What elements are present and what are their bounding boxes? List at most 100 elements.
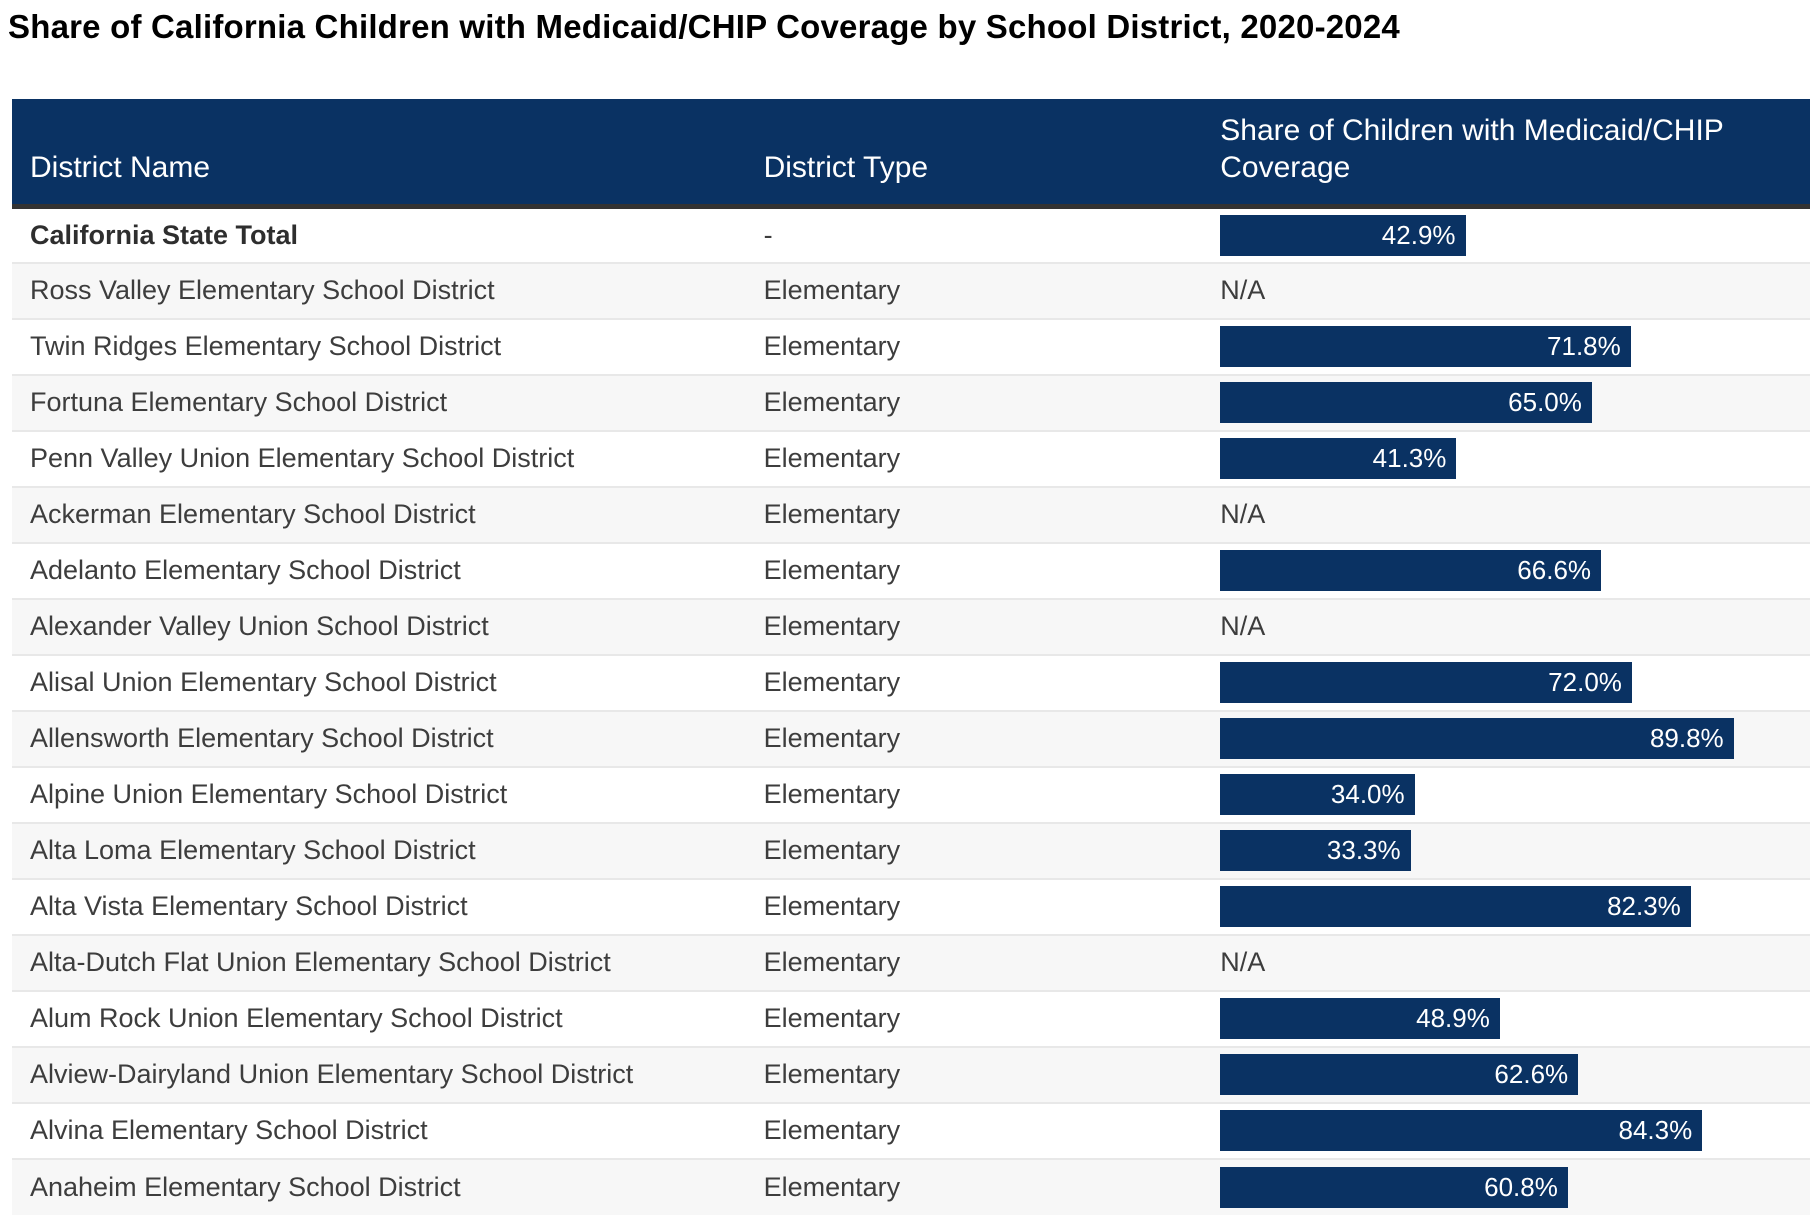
district-name-cell: Alisal Union Elementary School District [12,653,746,711]
district-type-cell: Elementary [745,317,1203,375]
share-coverage-cell: 62.6% [1202,1045,1810,1103]
share-coverage-cell: 71.8% [1202,317,1810,375]
coverage-bar: 33.3% [1220,830,1411,872]
district-type-cell: Elementary [745,485,1203,543]
coverage-bar-label: 84.3% [1618,1115,1693,1146]
coverage-bar-label: 71.8% [1547,331,1621,362]
coverage-bar: 48.9% [1220,998,1500,1040]
district-name-cell: Ross Valley Elementary School District [12,261,746,319]
coverage-bar-label: 42.9% [1381,219,1456,250]
table-row: Alisal Union Elementary School District … [12,653,1810,711]
share-coverage-cell: 89.8% [1202,709,1810,767]
coverage-bar-label: 34.0% [1330,779,1405,810]
coverage-bar: 84.3% [1220,1110,1703,1152]
district-name-cell: Alvina Elementary School District [12,1101,746,1159]
coverage-bar: 62.6% [1220,1054,1579,1096]
table-row: Twin Ridges Elementary School District E… [12,317,1810,375]
district-type-cell: Elementary [745,429,1203,487]
coverage-na-value: N/A [1220,499,1266,530]
coverage-bar: 71.8% [1220,326,1631,368]
district-type-cell: Elementary [745,597,1203,655]
district-type-cell: Elementary [745,933,1203,991]
table-row: Penn Valley Union Elementary School Dist… [12,429,1810,487]
district-name-cell: Fortuna Elementary School District [12,373,746,431]
share-coverage-cell: 66.6% [1202,541,1810,599]
district-name-cell: Alpine Union Elementary School District [12,765,746,823]
table-row: Alpine Union Elementary School District … [12,765,1810,823]
table-row: Fortuna Elementary School District Eleme… [12,373,1810,431]
coverage-bar: 60.8% [1220,1166,1568,1208]
coverage-bar-track: 62.6% [1220,1054,1792,1096]
coverage-bar-track: 34.0% [1220,774,1792,816]
table-row: Alum Rock Union Elementary School Distri… [12,989,1810,1047]
coverage-bar: 41.3% [1220,438,1457,480]
district-type-cell: Elementary [745,1101,1203,1159]
coverage-bar-track: 65.0% [1220,382,1792,424]
coverage-bar: 66.6% [1220,550,1602,592]
share-coverage-cell: 41.3% [1202,429,1810,487]
share-coverage-cell: N/A [1202,597,1810,655]
share-coverage-cell: 33.3% [1202,821,1810,879]
coverage-bar-track: 48.9% [1220,998,1792,1040]
share-coverage-cell: 65.0% [1202,373,1810,431]
table-row: Alta Vista Elementary School District El… [12,877,1810,935]
coverage-bar-label: 72.0% [1548,667,1622,698]
share-coverage-cell: 82.3% [1202,877,1810,935]
district-type-cell: Elementary [745,261,1203,319]
coverage-bar-track: 89.8% [1220,718,1792,760]
coverage-na-value: N/A [1220,275,1266,306]
coverage-bar-track: 33.3% [1220,830,1792,872]
district-type-cell: Elementary [745,765,1203,823]
district-type-cell: Elementary [745,709,1203,767]
coverage-bar-track: 82.3% [1220,886,1792,928]
table-row: Alta-Dutch Flat Union Elementary School … [12,933,1810,991]
share-coverage-cell: 84.3% [1202,1101,1810,1159]
share-coverage-cell: 34.0% [1202,765,1810,823]
coverage-bar-track: 41.3% [1220,438,1792,480]
coverage-bar-track: 84.3% [1220,1110,1792,1152]
coverage-bar-track: 66.6% [1220,550,1792,592]
table-header: District Name District Type Share of Chi… [12,99,1810,210]
share-coverage-cell: N/A [1202,261,1810,319]
district-type-cell: Elementary [745,877,1203,935]
district-name-cell: Anaheim Elementary School District [12,1157,746,1215]
coverage-bar: 34.0% [1220,774,1415,816]
table-row: California State Total - 42.9% [12,207,1810,263]
district-name-cell: Alta Vista Elementary School District [12,877,746,935]
table-row: Alta Loma Elementary School District Ele… [12,821,1810,879]
table-row: Alvina Elementary School District Elemen… [12,1101,1810,1159]
coverage-bar: 65.0% [1220,382,1592,424]
coverage-na-value: N/A [1220,611,1266,642]
district-name-cell: Alview-Dairyland Union Elementary School… [12,1045,746,1103]
coverage-bar-track: 42.9% [1220,214,1792,256]
district-name-cell: Allensworth Elementary School District [12,709,746,767]
coverage-bar-track: 71.8% [1220,326,1792,368]
coverage-bar-track: 60.8% [1220,1166,1792,1208]
district-name-cell: Penn Valley Union Elementary School Dist… [12,429,746,487]
coverage-bar-label: 48.9% [1416,1003,1490,1034]
coverage-bar-label: 89.8% [1649,723,1724,754]
coverage-bar: 89.8% [1220,718,1734,760]
coverage-bar-track: 72.0% [1220,662,1792,704]
page-title: Share of California Children with Medica… [8,8,1400,45]
coverage-bar-label: 62.6% [1494,1059,1569,1090]
district-type-cell: Elementary [745,821,1203,879]
coverage-bar: 42.9% [1220,214,1466,256]
coverage-bar-label: 33.3% [1326,835,1401,866]
coverage-table: District Name District Type Share of Chi… [12,99,1810,1215]
column-header-district-type: District Type [745,99,1203,210]
table-row: Alexander Valley Union School District E… [12,597,1810,655]
district-type-cell: Elementary [745,541,1203,599]
district-name-cell: Twin Ridges Elementary School District [12,317,746,375]
district-type-cell: Elementary [745,1157,1203,1215]
district-type-cell: - [763,219,773,250]
coverage-bar: 82.3% [1220,886,1691,928]
table-row: Ross Valley Elementary School District E… [12,261,1810,319]
share-coverage-cell: N/A [1202,485,1810,543]
district-name-cell: Adelanto Elementary School District [12,541,746,599]
district-name-cell: Alta-Dutch Flat Union Elementary School … [12,933,746,991]
coverage-na-value: N/A [1220,947,1266,978]
table-row: Ackerman Elementary School District Elem… [12,485,1810,543]
district-name-cell: Alta Loma Elementary School District [12,821,746,879]
district-name-cell: Alum Rock Union Elementary School Distri… [12,989,746,1047]
